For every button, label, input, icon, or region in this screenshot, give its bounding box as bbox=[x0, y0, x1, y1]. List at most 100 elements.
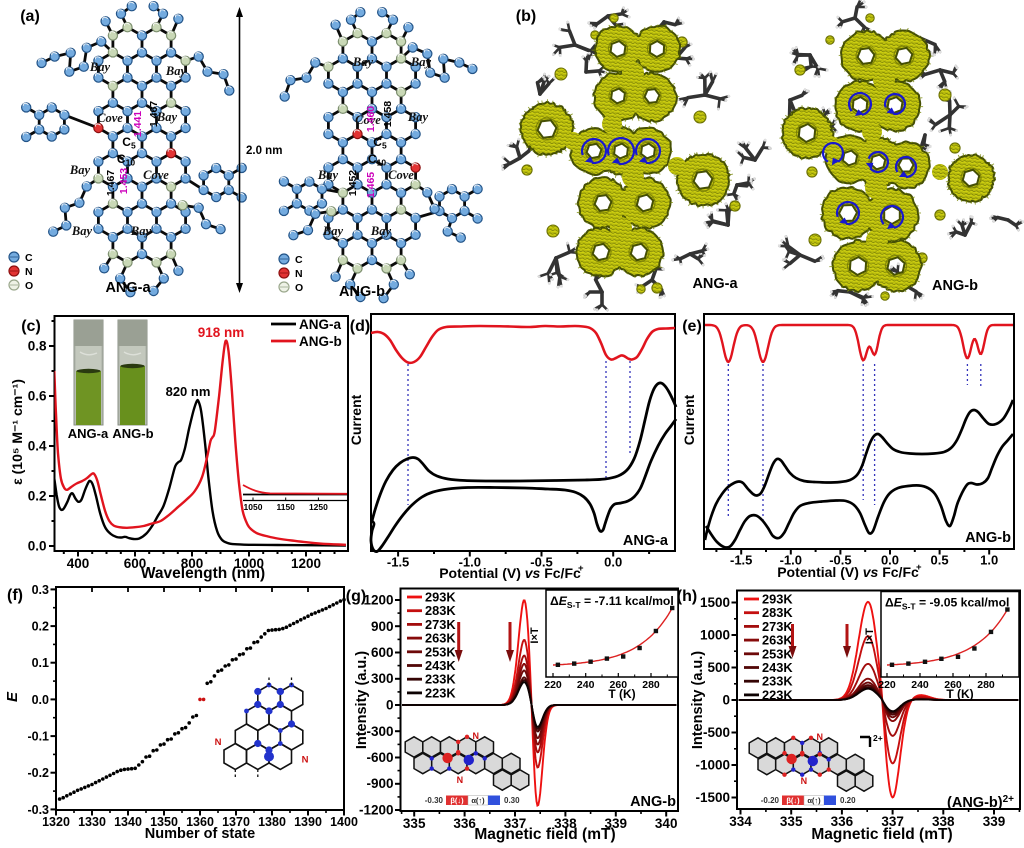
svg-text:Bay: Bay bbox=[165, 64, 187, 78]
svg-text:-300: -300 bbox=[366, 724, 393, 739]
svg-text:0.6: 0.6 bbox=[28, 389, 47, 404]
svg-text:339: 339 bbox=[983, 814, 1006, 829]
svg-text:N: N bbox=[302, 754, 309, 765]
svg-text:0.1: 0.1 bbox=[32, 656, 49, 670]
svg-text:ANG-b: ANG-b bbox=[299, 334, 342, 349]
svg-text:-1.0: -1.0 bbox=[780, 553, 802, 568]
svg-text:-0.5: -0.5 bbox=[829, 553, 851, 568]
svg-text:-500: -500 bbox=[703, 725, 730, 740]
svg-text:T (K): T (K) bbox=[946, 687, 973, 701]
svg-text:N: N bbox=[801, 776, 808, 786]
svg-text:263K: 263K bbox=[762, 633, 793, 648]
svg-text:ANG-a: ANG-a bbox=[68, 426, 109, 441]
svg-text:Bay: Bay bbox=[322, 224, 344, 238]
svg-text:500: 500 bbox=[707, 660, 730, 675]
svg-text:1.467: 1.467 bbox=[148, 101, 160, 127]
svg-text:Potential (V) vs Fc/Fc: Potential (V) vs Fc/Fc bbox=[777, 564, 919, 580]
svg-text:1.458: 1.458 bbox=[382, 101, 394, 127]
svg-text:1050: 1050 bbox=[244, 502, 263, 512]
svg-text:Magnetic field (mT): Magnetic field (mT) bbox=[811, 826, 952, 843]
svg-text:1.452: 1.452 bbox=[347, 170, 359, 196]
svg-text:Magnetic field (mT): Magnetic field (mT) bbox=[474, 826, 615, 843]
svg-text:0.4: 0.4 bbox=[28, 439, 47, 454]
svg-text:ANG-b: ANG-b bbox=[339, 284, 385, 300]
svg-text:220: 220 bbox=[878, 679, 896, 691]
svg-text:1.0: 1.0 bbox=[980, 553, 998, 568]
svg-text:335: 335 bbox=[780, 814, 803, 829]
svg-text:1370: 1370 bbox=[222, 815, 250, 829]
svg-text:C10: C10 bbox=[368, 152, 386, 168]
svg-text:223K: 223K bbox=[762, 687, 793, 702]
svg-text:-600: -600 bbox=[366, 750, 393, 765]
svg-text:2.0 nm: 2.0 nm bbox=[246, 145, 282, 157]
svg-text:ε (10⁵ M⁻¹ cm⁻¹): ε (10⁵ M⁻¹ cm⁻¹) bbox=[9, 379, 25, 485]
svg-text:0.0: 0.0 bbox=[881, 553, 899, 568]
svg-text:243K: 243K bbox=[762, 660, 793, 675]
svg-text:338: 338 bbox=[932, 814, 955, 829]
svg-text:C10: C10 bbox=[117, 152, 135, 168]
svg-text:260: 260 bbox=[944, 679, 962, 691]
svg-text:(g): (g) bbox=[346, 588, 366, 605]
svg-text:α(↑): α(↑) bbox=[471, 796, 485, 805]
svg-text:1390: 1390 bbox=[294, 815, 322, 829]
svg-text:Current: Current bbox=[681, 394, 697, 445]
svg-text:Wavelength (nm): Wavelength (nm) bbox=[141, 565, 265, 582]
svg-text:-0.2: -0.2 bbox=[27, 766, 49, 780]
svg-text:Cove: Cove bbox=[143, 168, 169, 182]
svg-text:1.460: 1.460 bbox=[365, 106, 377, 132]
svg-text:ANG-b: ANG-b bbox=[932, 278, 978, 294]
svg-text:273K: 273K bbox=[425, 617, 456, 632]
svg-text:1400: 1400 bbox=[330, 815, 358, 829]
svg-text:0.8: 0.8 bbox=[28, 339, 47, 354]
svg-text:+: + bbox=[916, 562, 922, 573]
svg-text:α(↑): α(↑) bbox=[807, 796, 821, 805]
svg-text:253K: 253K bbox=[425, 644, 456, 659]
svg-text:C: C bbox=[295, 254, 303, 266]
svg-text:0.0: 0.0 bbox=[32, 693, 49, 707]
svg-text:(c): (c) bbox=[21, 318, 41, 335]
svg-text:1.465: 1.465 bbox=[365, 172, 377, 198]
svg-text:820 nm: 820 nm bbox=[166, 384, 211, 399]
svg-text:2+: 2+ bbox=[873, 733, 883, 743]
svg-text:(ANG-b)2+: (ANG-b)2+ bbox=[947, 794, 1014, 811]
svg-text:263K: 263K bbox=[425, 631, 456, 646]
svg-text:ANG-a: ANG-a bbox=[105, 280, 151, 296]
svg-text:335: 335 bbox=[403, 816, 426, 831]
svg-text:223K: 223K bbox=[425, 685, 456, 700]
svg-text:600: 600 bbox=[124, 556, 147, 571]
svg-text:T (K): T (K) bbox=[608, 687, 635, 701]
svg-text:0.0: 0.0 bbox=[604, 555, 622, 570]
svg-text:Bay: Bay bbox=[156, 110, 178, 124]
svg-text:N: N bbox=[457, 775, 464, 785]
svg-text:I×T: I×T bbox=[529, 627, 541, 643]
svg-text:Cove: Cove bbox=[388, 168, 414, 182]
svg-text:-0.20: -0.20 bbox=[761, 796, 780, 805]
svg-text:Number of state: Number of state bbox=[145, 826, 255, 842]
svg-text:C: C bbox=[25, 252, 33, 264]
svg-text:-900: -900 bbox=[366, 776, 393, 791]
svg-text:(h): (h) bbox=[677, 588, 697, 605]
svg-text:-0.3: -0.3 bbox=[27, 803, 49, 817]
svg-text:Bay: Bay bbox=[410, 55, 432, 69]
svg-text:1.467: 1.467 bbox=[105, 170, 117, 196]
svg-text:(a): (a) bbox=[20, 8, 40, 25]
svg-text:800: 800 bbox=[181, 556, 204, 571]
svg-text:334: 334 bbox=[729, 814, 752, 829]
svg-text:Bay: Bay bbox=[71, 224, 93, 238]
svg-text:Bay: Bay bbox=[370, 224, 392, 238]
svg-text:E: E bbox=[4, 691, 21, 702]
svg-text:ANG-b: ANG-b bbox=[112, 426, 153, 441]
svg-text:1000: 1000 bbox=[700, 628, 730, 643]
svg-text:1380: 1380 bbox=[258, 815, 286, 829]
svg-text:-1.5: -1.5 bbox=[387, 555, 409, 570]
svg-text:ANG-a: ANG-a bbox=[299, 317, 341, 332]
svg-text:1250: 1250 bbox=[309, 502, 328, 512]
svg-text:918 nm: 918 nm bbox=[198, 325, 245, 340]
svg-text:Bay: Bay bbox=[89, 60, 111, 74]
svg-text:N: N bbox=[25, 266, 33, 278]
svg-text:Cove: Cove bbox=[97, 111, 123, 125]
svg-text:Potential (V) vs Fc/Fc: Potential (V) vs Fc/Fc bbox=[439, 565, 581, 581]
svg-text:337: 337 bbox=[881, 814, 904, 829]
svg-text:N: N bbox=[215, 737, 222, 748]
svg-text:N: N bbox=[473, 731, 480, 741]
